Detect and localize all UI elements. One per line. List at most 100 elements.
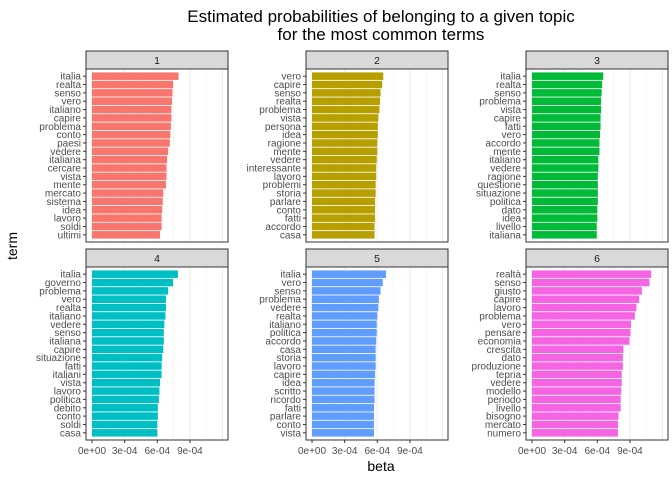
bar-capire — [532, 114, 601, 122]
bar-ultimi — [92, 231, 160, 239]
term-label: realta — [496, 80, 521, 91]
term-label: vedere — [490, 378, 521, 389]
bar-periodo — [532, 395, 621, 404]
bar-economia — [532, 337, 630, 345]
term-label: italiano — [489, 155, 521, 166]
term-label: vedere — [50, 320, 81, 331]
term-label: vedere — [270, 155, 301, 166]
x-tick-label: 0e+00 — [298, 446, 327, 457]
term-label: periodo — [488, 395, 522, 406]
bar-mente — [532, 147, 600, 156]
bar-livello — [532, 222, 597, 231]
bar-italia — [532, 72, 604, 80]
bar-pensare — [532, 328, 631, 337]
bar-italia — [92, 270, 178, 278]
bar-fatti — [532, 122, 601, 131]
bar-vista — [312, 429, 375, 437]
term-label: capire — [274, 370, 302, 381]
term-label: problema — [479, 97, 521, 108]
bar-storia — [312, 353, 376, 362]
bar-vedere — [92, 147, 169, 156]
term-label: fatti — [285, 403, 301, 414]
term-label: realta — [276, 97, 301, 108]
term-label: italia — [60, 270, 81, 281]
facet-strip-label: 4 — [154, 253, 160, 265]
term-label: ragione — [488, 172, 522, 183]
bar-fatti — [312, 404, 375, 412]
bar-crescita — [532, 345, 624, 354]
term-label: ultimi — [58, 230, 81, 241]
term-label: vero — [502, 320, 522, 331]
bar-accordo — [312, 337, 377, 345]
chart-subtitle: for the most common terms — [278, 25, 485, 44]
term-label: capire — [494, 295, 522, 306]
term-label: problema — [39, 122, 81, 133]
term-label: lavoro — [274, 362, 302, 373]
term-label: senso — [54, 88, 81, 99]
facet-panel-2: 2 verocapiresensorealtaproblemavistaperso… — [247, 50, 449, 243]
bar-conto — [312, 420, 375, 429]
bar-accordo — [312, 222, 375, 231]
term-label: senso — [494, 88, 521, 99]
bar-conto — [92, 130, 171, 139]
bar-italiano — [312, 320, 377, 329]
bar-vero — [532, 130, 600, 139]
term-label: vista — [280, 428, 301, 439]
bar-parlare — [312, 197, 376, 206]
term-label: lavoro — [494, 303, 522, 314]
x-tick-label: 9e-04 — [177, 446, 203, 457]
term-label: vista — [280, 113, 301, 124]
term-label: bisogno — [486, 412, 521, 423]
bar-vedere — [92, 320, 165, 329]
bar-realta — [312, 312, 378, 320]
x-tick-label: 6e-04 — [364, 446, 390, 457]
bar-situazione — [92, 353, 163, 362]
term-label: vero — [282, 278, 302, 289]
term-label: economia — [478, 336, 522, 347]
term-label: problema — [479, 311, 521, 322]
term-label: livello — [496, 403, 521, 414]
facet-panel-4: 4 italiagovernoproblemaverorealtaitaliano… — [36, 248, 229, 457]
term-label: realta — [276, 311, 301, 322]
term-label: problemi — [263, 180, 301, 191]
bar-vista — [92, 378, 160, 387]
term-label: soldi — [60, 222, 81, 233]
term-label: vero — [282, 72, 302, 83]
bar-politica — [312, 328, 377, 337]
bar-ricordo — [312, 395, 375, 404]
bar-sistema — [92, 197, 163, 206]
y-axis-title: term — [4, 232, 20, 260]
term-label: mente — [493, 147, 521, 158]
term-label: italiani — [53, 370, 81, 381]
x-tick-label: 3e-04 — [552, 446, 578, 457]
term-label: parlare — [270, 412, 302, 423]
chart-title: Estimated probabilities of belonging to … — [187, 7, 575, 26]
term-label: accordo — [265, 336, 301, 347]
bar-problema — [532, 97, 602, 105]
bar-modello — [532, 387, 622, 395]
term-label: soldi — [60, 420, 81, 431]
bar-scritto — [312, 387, 375, 395]
bar-problema — [532, 312, 635, 320]
term-label: politica — [490, 197, 522, 208]
bar-vedere — [312, 155, 377, 164]
bar-mente — [92, 180, 166, 189]
bar-vedere — [532, 164, 599, 172]
term-label: ragione — [268, 138, 302, 149]
bar-mercato — [532, 420, 618, 429]
x-tick-label: 3e-04 — [332, 446, 358, 457]
x-tick-label: 0e+00 — [518, 446, 547, 457]
term-label: situazione — [476, 189, 521, 200]
term-label: vedere — [270, 303, 301, 314]
bar-casa — [312, 345, 376, 354]
bar-mercato — [92, 189, 164, 197]
term-label: problema — [259, 295, 301, 306]
term-label: capire — [494, 113, 522, 124]
bar-dato — [532, 353, 623, 362]
bar-vedere — [532, 378, 622, 387]
bar-ragione — [532, 172, 598, 181]
term-label: vero — [62, 97, 82, 108]
bar-interessante — [312, 164, 377, 172]
term-label: vedere — [490, 164, 521, 175]
term-label: mente — [273, 147, 301, 158]
